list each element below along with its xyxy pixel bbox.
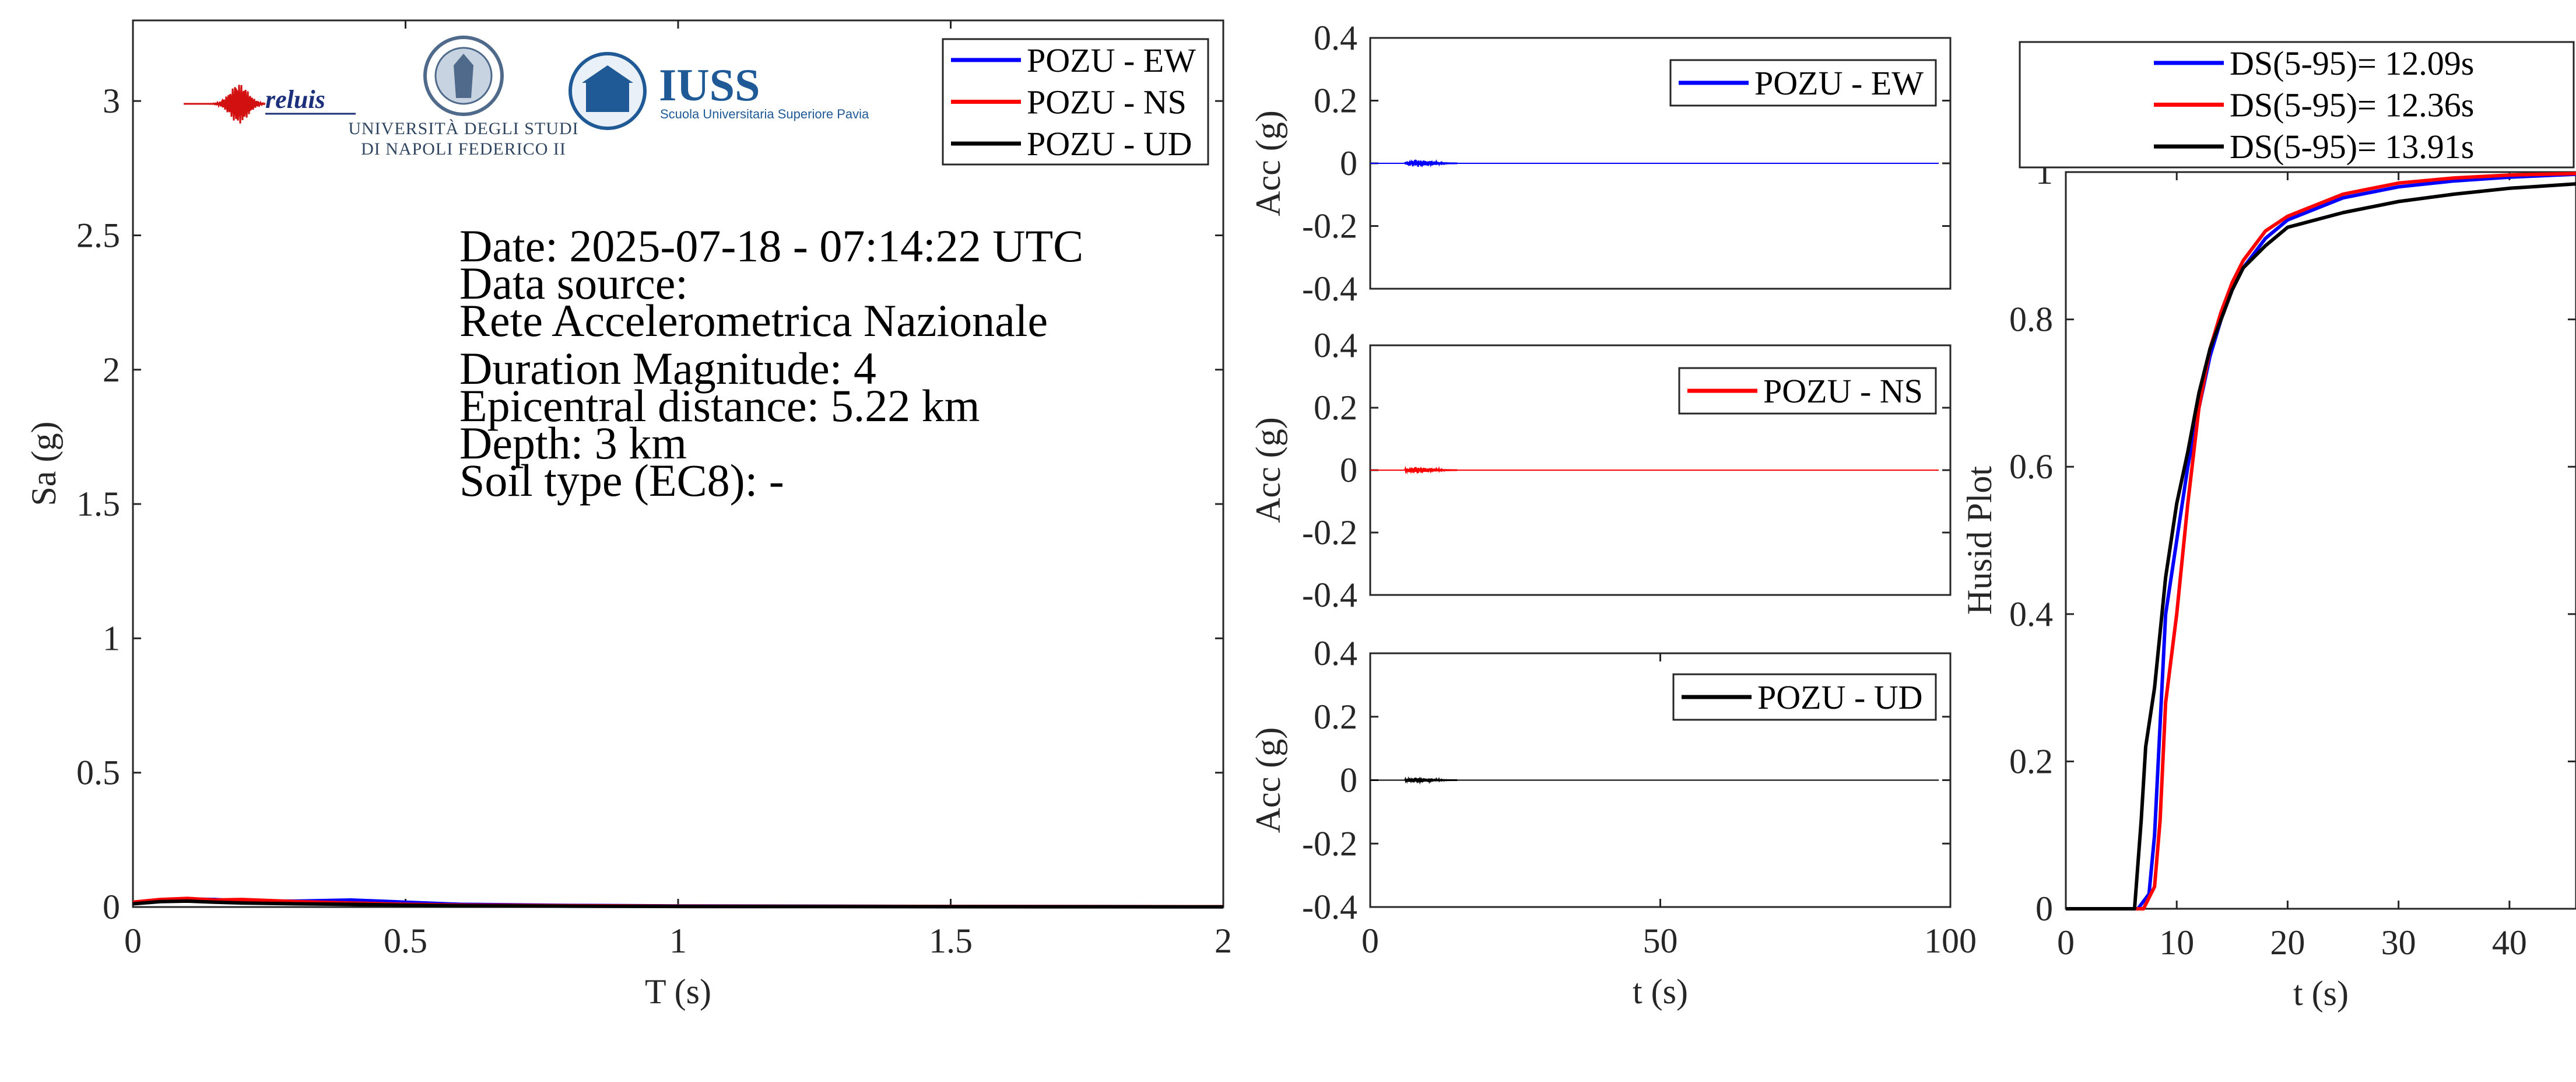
info-distance: Epicentral distance: 5.22 km bbox=[459, 380, 980, 431]
trace-burst bbox=[1404, 465, 1458, 475]
info-magnitude: Duration Magnitude: 4 bbox=[459, 343, 876, 394]
legend-label: DS(5-95)= 12.36s bbox=[2230, 86, 2474, 124]
legend-label: POZU - NS bbox=[1763, 372, 1923, 410]
y-axis-label: Acc (g) bbox=[1249, 110, 1287, 216]
x-tick-label: 0 bbox=[1361, 922, 1379, 960]
x-axis-label: t (s) bbox=[1633, 972, 1688, 1011]
trace-burst bbox=[1404, 159, 1458, 168]
y-tick-label: -0.4 bbox=[1302, 269, 1357, 308]
plot-frame bbox=[2065, 171, 2576, 910]
info-soil: Soil type (EC8): - bbox=[459, 455, 784, 506]
y-tick-label: -0.4 bbox=[1302, 888, 1357, 926]
y-tick-label: 0.4 bbox=[1314, 634, 1357, 673]
y-tick-label: 0 bbox=[1340, 144, 1357, 183]
x-tick-label: 0 bbox=[2057, 923, 2075, 962]
legend-label: POZU - UD bbox=[1027, 125, 1192, 163]
series-line bbox=[2066, 182, 2576, 911]
x-axis-label: T (s) bbox=[645, 972, 711, 1011]
y-axis-label: Husid Plot bbox=[1960, 466, 1999, 615]
legend-label: POZU - NS bbox=[1027, 83, 1187, 121]
husid-panel: 00.20.40.60.810 10 20 30 40t (s)Husid PlotDS… bbox=[1960, 41, 2576, 1013]
y-tick-label: 0.2 bbox=[1314, 388, 1357, 427]
y-tick-label: -0.2 bbox=[1302, 824, 1357, 863]
y-tick-label: 1.5 bbox=[76, 485, 120, 523]
legend-label: POZU - EW bbox=[1754, 64, 1924, 102]
reluis-waveform bbox=[184, 85, 266, 124]
iuss-emblem-roof bbox=[582, 65, 633, 83]
x-tick-label: 100 bbox=[1924, 922, 1977, 960]
y-tick-label: 0.2 bbox=[2009, 742, 2053, 780]
y-tick-label: -0.2 bbox=[1302, 513, 1357, 552]
y-tick-label: 0.6 bbox=[2009, 447, 2053, 486]
iuss-emblem-building bbox=[586, 82, 629, 112]
iuss-subtitle: Scuola Universitaria Superiore Pavia bbox=[660, 107, 869, 121]
info-date: Date: 2025-07-18 - 07:14:22 UTC bbox=[459, 220, 1083, 271]
acc-ns-panel: -0.4 -0.2 0 0.2 0.4 Acc (g) POZU - NS bbox=[1249, 326, 1952, 614]
y-tick-label: 0 bbox=[103, 888, 120, 926]
x-tick-label: 10 bbox=[2159, 923, 2194, 962]
x-tick-label: 2 bbox=[1215, 922, 1232, 960]
y-axis-label: Sa (g) bbox=[24, 422, 63, 506]
info-source-value: Rete Accelerometrica Nazionale bbox=[459, 295, 1048, 346]
unina-logo: UNIVERSITÀ DEGLI STUDI DI NAPOLI FEDERIC… bbox=[348, 36, 578, 159]
x-tick-label: 1 bbox=[669, 922, 687, 960]
y-tick-label: 2 bbox=[103, 351, 120, 389]
legend-box bbox=[2019, 41, 2575, 169]
y-tick-label: 0.2 bbox=[1314, 698, 1357, 736]
legend-label: DS(5-95)= 12.09s bbox=[2230, 44, 2474, 82]
x-tick-label: 50 bbox=[1643, 922, 1678, 960]
spectrum-panel: 0 0.5 1 1.5 2 2.5 3 0 0.5 1 1.5 2 T (s) Sa (g) POZU - … bbox=[24, 19, 1232, 1011]
reluis-logo-text: reluis bbox=[265, 85, 325, 114]
x-tick-label: 30 bbox=[2381, 923, 2416, 962]
series-line bbox=[132, 899, 1224, 909]
info-depth: Depth: 3 km bbox=[459, 418, 687, 468]
acc-ud-panel: -0.4 -0.2 0 0.2 0.4 0 50 100 t (s) Acc (g) POZU - … bbox=[1249, 634, 1977, 1011]
y-tick-label: 0.4 bbox=[1314, 326, 1357, 365]
y-tick-label: 0.4 bbox=[1314, 19, 1357, 57]
acc-ew-panel: -0.4 -0.2 0 0.2 0.4 Acc (g) POZU - EW bbox=[1249, 19, 1952, 308]
legend-label: POZU - EW bbox=[1027, 41, 1196, 79]
y-tick-label: 0.4 bbox=[2009, 595, 2053, 633]
event-info-block: Date: 2025-07-18 - 07:14:22 UTC Data sou… bbox=[459, 220, 1083, 506]
x-tick-label: 1.5 bbox=[929, 922, 973, 960]
y-tick-label: -0.2 bbox=[1302, 207, 1357, 246]
y-tick-label: 1 bbox=[103, 619, 120, 657]
y-axis-label: Acc (g) bbox=[1249, 417, 1287, 523]
info-source-label: Data source: bbox=[459, 258, 688, 309]
y-tick-label: 0.5 bbox=[76, 754, 120, 792]
y-tick-label: 2.5 bbox=[76, 216, 120, 254]
y-tick-label: 0.2 bbox=[1314, 82, 1357, 120]
x-tick-label: 20 bbox=[2270, 923, 2305, 962]
iuss-logo: IUSS Scuola Universitaria Superiore Pavi… bbox=[568, 52, 869, 130]
reluis-logo: reluis bbox=[184, 85, 356, 124]
unina-line2: DI NAPOLI FEDERICO II bbox=[361, 139, 566, 159]
series-line bbox=[2066, 171, 2576, 911]
unina-line1: UNIVERSITÀ DEGLI STUDI bbox=[348, 119, 578, 138]
x-tick-label: 0 bbox=[124, 922, 142, 960]
legend-label: POZU - UD bbox=[1757, 678, 1923, 716]
y-tick-label: 0.8 bbox=[2009, 300, 2053, 339]
x-tick-label: 0.5 bbox=[384, 922, 427, 960]
trace-burst bbox=[1404, 776, 1458, 785]
y-axis-label: Acc (g) bbox=[1249, 727, 1287, 834]
y-tick-label: 0 bbox=[1340, 761, 1357, 800]
y-tick-label: 0 bbox=[1340, 451, 1357, 489]
x-tick-label: 40 bbox=[2492, 923, 2527, 962]
unina-seal-figure bbox=[454, 54, 473, 98]
legend-label: DS(5-95)= 13.91s bbox=[2230, 128, 2474, 166]
y-tick-label: 3 bbox=[103, 82, 120, 120]
iuss-name: IUSS bbox=[659, 59, 760, 110]
y-tick-label: -0.4 bbox=[1302, 576, 1357, 614]
y-tick-label: 0 bbox=[2035, 890, 2053, 928]
x-axis-label: t (s) bbox=[2293, 974, 2349, 1013]
